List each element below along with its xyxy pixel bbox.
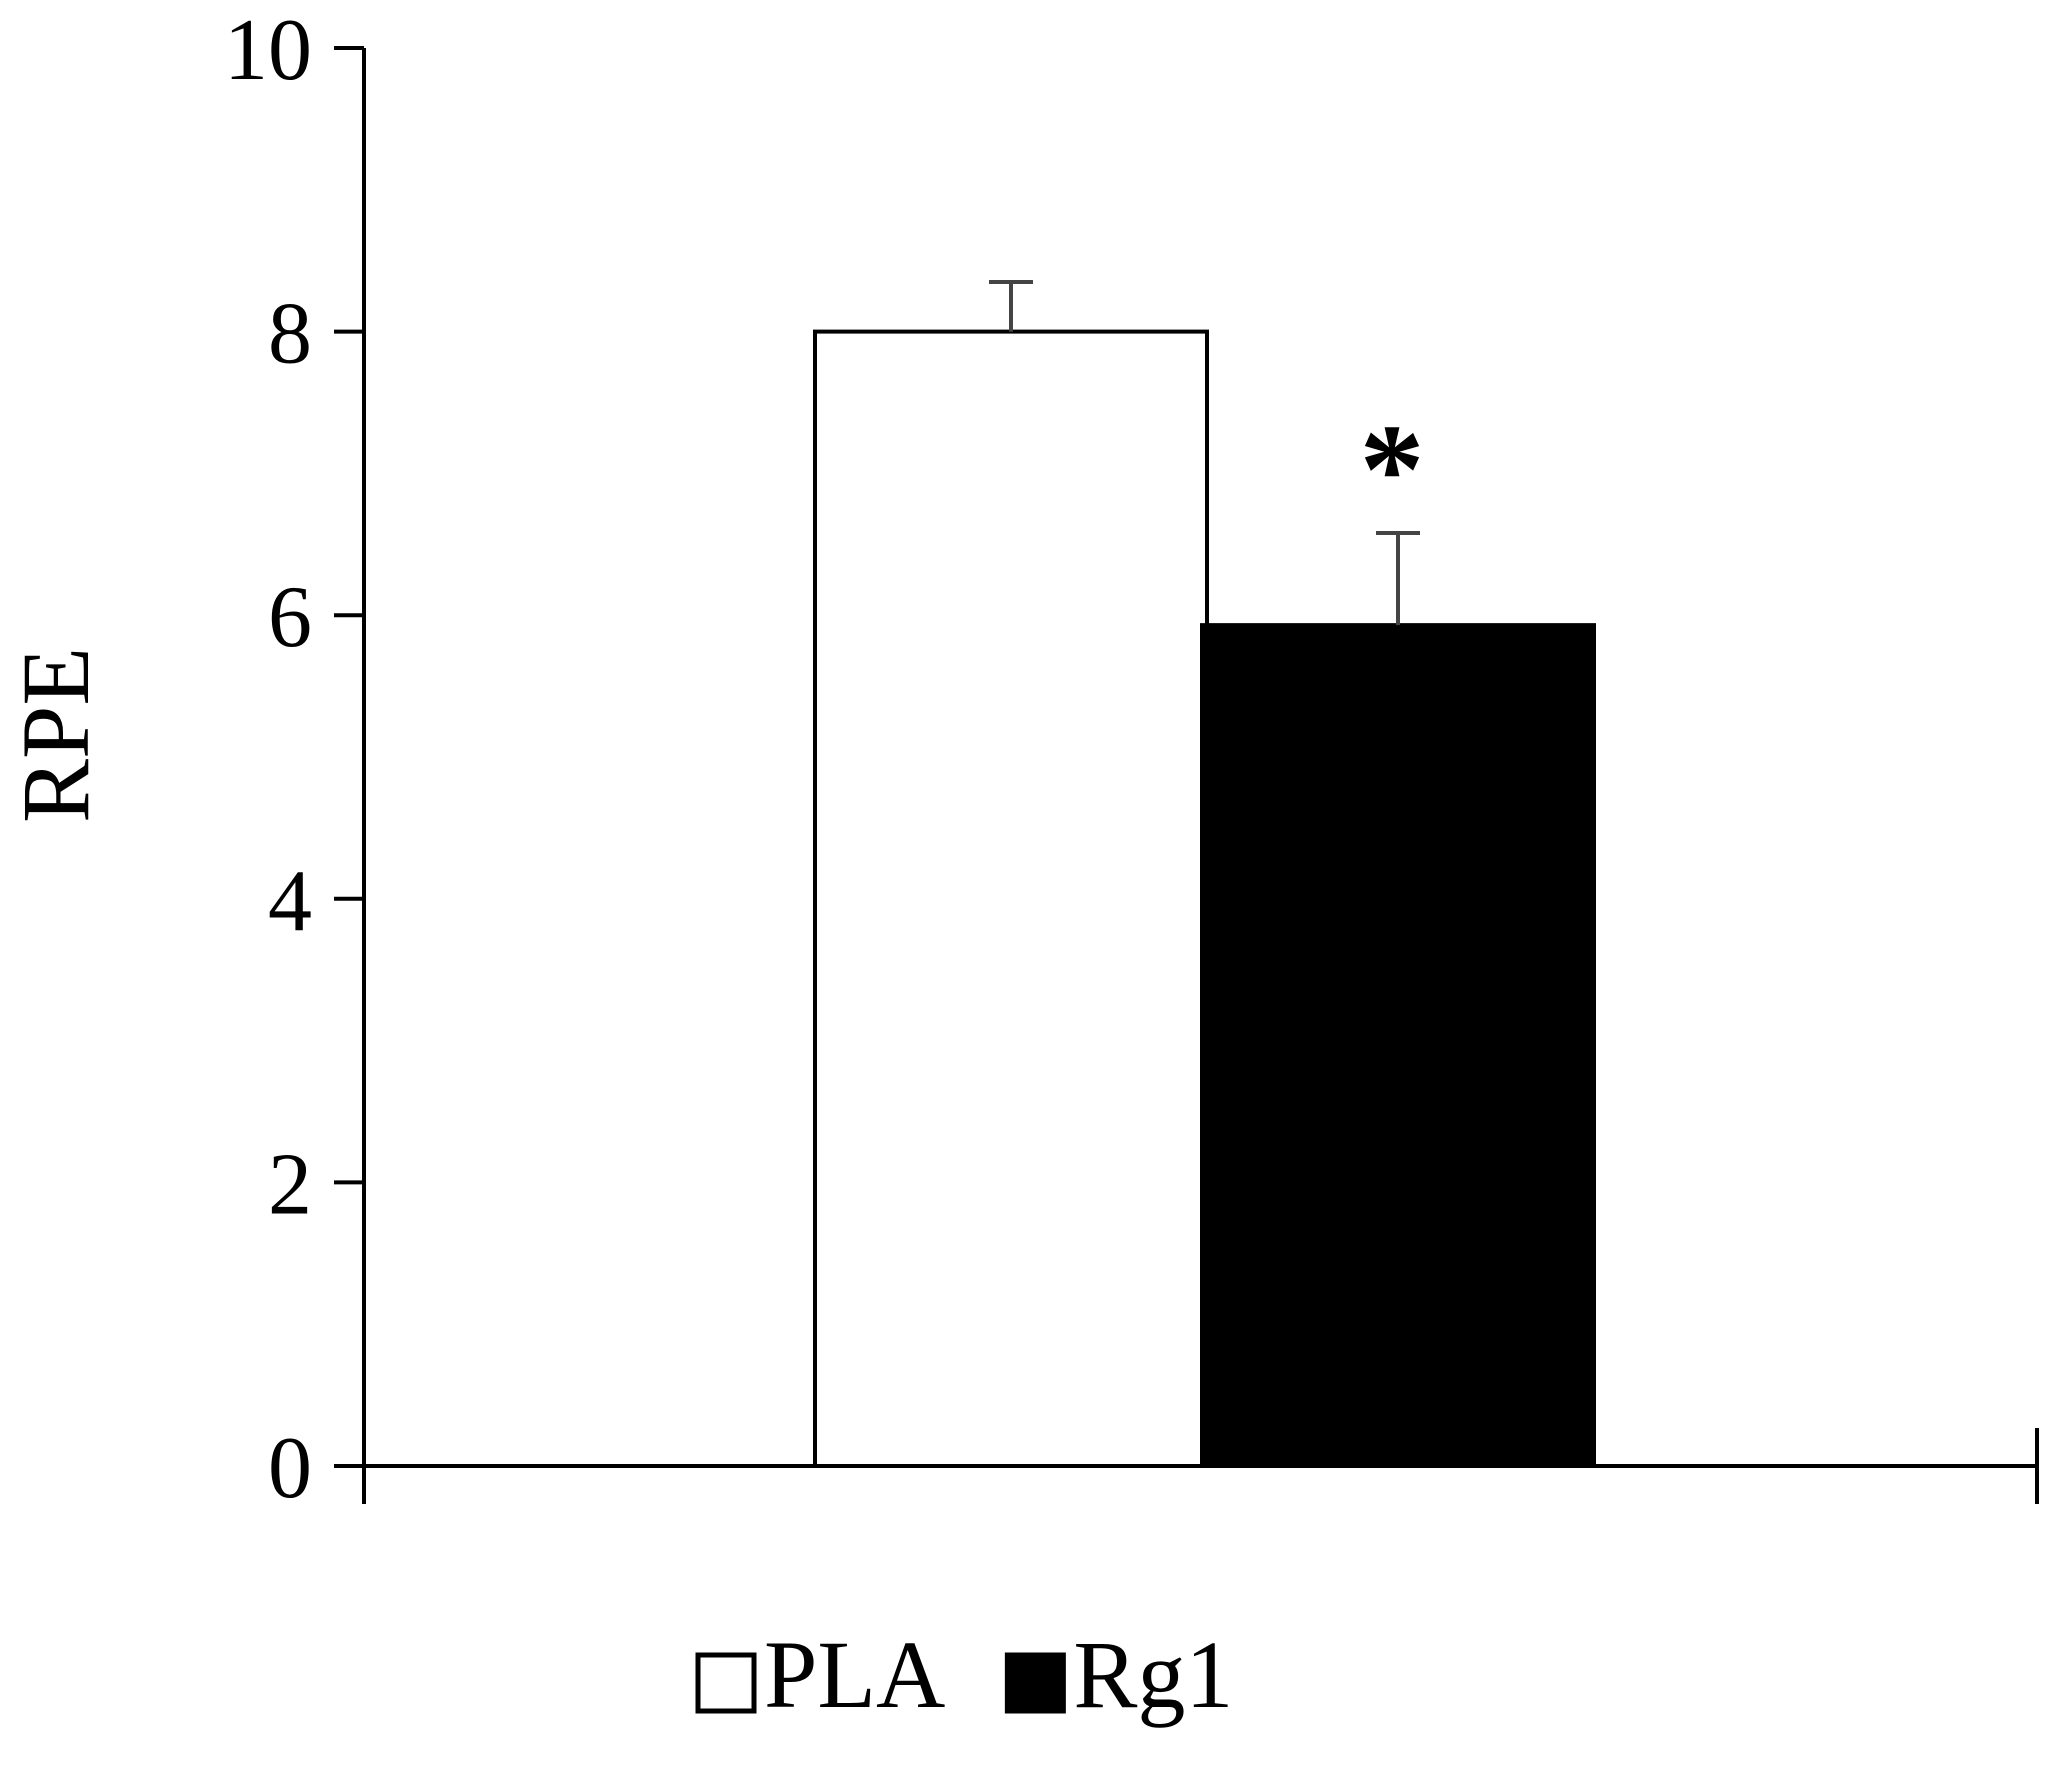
significance-asterisk: * <box>1360 398 1425 542</box>
y-tick-label: 0 <box>268 1420 312 1517</box>
legend-label-rg1: Rg1 <box>1073 1621 1233 1728</box>
annotations: * <box>1360 398 1425 542</box>
y-tick-label: 10 <box>224 2 312 99</box>
legend: PLA Rg1 <box>695 1621 1233 1728</box>
y-tick-label: 8 <box>268 286 312 383</box>
legend-label-pla: PLA <box>764 1621 945 1728</box>
bars <box>813 329 1596 1469</box>
y-tick-label: 6 <box>268 569 312 666</box>
error-bars <box>989 279 1420 626</box>
y-tick-label: 4 <box>268 853 312 950</box>
y-tick-label: 2 <box>268 1136 312 1233</box>
legend-swatch-rg1 <box>1004 1652 1066 1714</box>
bar-pla <box>813 329 1209 1469</box>
bar-rg1 <box>1200 623 1596 1468</box>
legend-swatch-pla <box>695 1652 757 1714</box>
axes: 0 2 4 6 8 10 <box>224 2 2039 1517</box>
y-axis-label: RPE <box>2 647 109 823</box>
